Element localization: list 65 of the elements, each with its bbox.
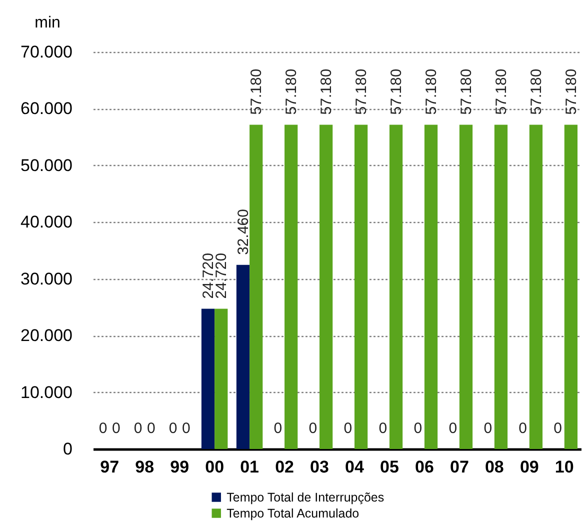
x-tick-label: 05 [380, 458, 399, 476]
data-label: 57.180 [528, 68, 545, 115]
data-label: 0 [308, 420, 318, 437]
x-tick-label: 06 [414, 458, 434, 476]
data-label: 0 [134, 420, 142, 437]
x-tick-label: 04 [345, 458, 364, 476]
bar [236, 264, 250, 449]
y-tick-label: 70.000 [20, 42, 72, 62]
legend-label: Tempo Total Acumulado [226, 506, 360, 520]
y-tick-label: 20.000 [20, 326, 72, 346]
data-label: 57.180 [283, 68, 300, 115]
bar [494, 124, 508, 449]
data-label: 57.180 [423, 68, 440, 115]
data-label: 0 [98, 420, 108, 437]
bar [389, 124, 403, 449]
x-tick-label: 02 [275, 458, 294, 476]
data-label: 24.720 [213, 252, 230, 299]
data-label: 57.180 [353, 68, 370, 115]
bar [250, 124, 263, 449]
data-label: 57.180 [492, 68, 510, 115]
data-label: 0 [554, 420, 562, 437]
data-label: 57.180 [318, 68, 336, 115]
x-tick-label: 00 [205, 458, 224, 476]
bar [320, 124, 333, 449]
y-tick-label: 60.000 [20, 99, 72, 118]
x-tick-label: 98 [135, 458, 154, 476]
data-label: 0 [274, 420, 282, 437]
x-tick-label: 09 [520, 458, 539, 476]
data-label: 57.180 [388, 68, 406, 115]
y-axis-title: min [34, 14, 60, 32]
data-label: 0 [112, 420, 120, 437]
x-tick-label: 01 [240, 458, 260, 476]
y-tick-label: 40.000 [20, 212, 72, 232]
bar [284, 124, 298, 449]
data-label: 0 [414, 420, 422, 437]
legend-label: Tempo Total de Interrupções [226, 490, 384, 504]
x-tick-label: 97 [100, 458, 120, 476]
y-tick-label: 10.000 [20, 382, 72, 402]
x-tick-label: 08 [484, 458, 504, 476]
x-tick-label: 03 [310, 458, 329, 476]
data-label: 0 [146, 420, 156, 437]
data-label: 0 [378, 420, 388, 437]
data-label: 0 [448, 420, 458, 437]
bar [201, 308, 215, 449]
bar [354, 124, 368, 449]
data-label: 0 [182, 420, 190, 437]
data-label: 0 [168, 420, 178, 437]
bar [564, 124, 578, 449]
y-tick-label: 50.000 [20, 156, 72, 175]
data-label: 57.180 [562, 68, 580, 115]
data-label: 0 [518, 420, 528, 437]
data-label: 0 [344, 420, 352, 437]
bar [529, 124, 543, 449]
data-label: 32.460 [234, 209, 252, 255]
bar [214, 308, 228, 449]
x-tick-label: 07 [450, 458, 469, 476]
bar [424, 124, 438, 449]
data-label: 57.180 [458, 68, 475, 115]
data-label: 57.180 [248, 68, 266, 115]
x-tick-label: 99 [170, 458, 190, 476]
bar [459, 124, 473, 449]
x-tick-label: 10 [554, 458, 574, 476]
data-label: 0 [484, 420, 492, 437]
y-tick-label: 30.000 [20, 269, 72, 288]
y-tick-label: 0 [63, 440, 72, 458]
